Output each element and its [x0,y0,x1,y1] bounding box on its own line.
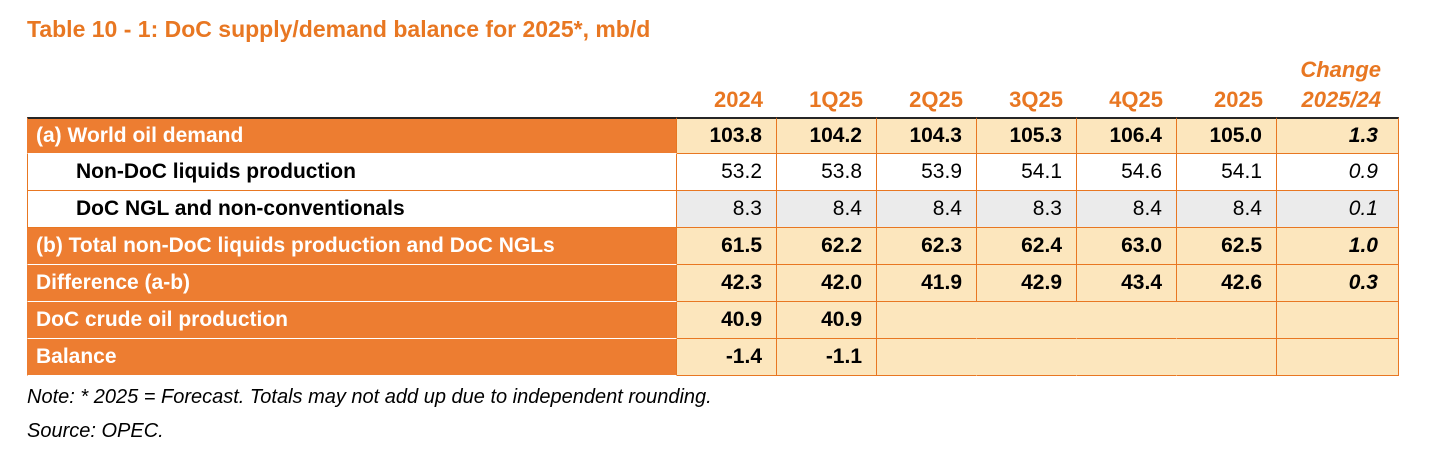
cell-2q25: 41.9 [877,265,977,302]
column-header-2024: 2024 [677,85,777,117]
cell-1q25: 104.2 [777,117,877,154]
cell-2024: 61.5 [677,228,777,265]
header-label-spacer [27,85,677,117]
column-header-3q25: 3Q25 [977,85,1077,117]
cell-change: 0.9 [1277,154,1399,191]
header-spacer [27,55,1277,85]
source-text: Source: OPEC. [27,420,164,442]
cell-4q25: 43.4 [1077,265,1177,302]
cell-3q25: 54.1 [977,154,1077,191]
cell-3q25 [977,302,1077,339]
column-header-2025-24: 2025/24 [1277,85,1399,117]
cell-2q25: 53.9 [877,154,977,191]
cell-3q25: 62.4 [977,228,1077,265]
column-header-row: 2024 1Q25 2Q25 3Q25 4Q25 2025 2025/24 [27,85,1399,117]
table-row-doc-crude-production: DoC crude oil production 40.9 40.9 [27,302,1399,339]
cell-2025: 8.4 [1177,191,1277,228]
cell-2025 [1177,339,1277,376]
row-label: DoC crude oil production [27,302,677,339]
cell-1q25: 40.9 [777,302,877,339]
cell-change [1277,302,1399,339]
cell-2025: 42.6 [1177,265,1277,302]
cell-2024: 53.2 [677,154,777,191]
cell-2025: 105.0 [1177,117,1277,154]
column-header-2025: 2025 [1177,85,1277,117]
cell-change: 0.3 [1277,265,1399,302]
cell-1q25: 62.2 [777,228,877,265]
cell-1q25: 42.0 [777,265,877,302]
cell-change: 1.0 [1277,228,1399,265]
cell-2025 [1177,302,1277,339]
cell-2q25: 62.3 [877,228,977,265]
cell-2024: 8.3 [677,191,777,228]
column-header-change: Change [1277,55,1399,85]
row-label: (b) Total non-DoC liquids production and… [27,228,677,265]
cell-2025: 54.1 [1177,154,1277,191]
table-row-doc-ngl: DoC NGL and non-conventionals 8.3 8.4 8.… [27,191,1399,228]
row-label: Balance [27,339,677,376]
cell-4q25: 8.4 [1077,191,1177,228]
cell-2024: -1.4 [677,339,777,376]
cell-change: 1.3 [1277,117,1399,154]
cell-4q25: 63.0 [1077,228,1177,265]
cell-2q25 [877,339,977,376]
cell-3q25: 8.3 [977,191,1077,228]
supply-demand-table: Change 2024 1Q25 2Q25 3Q25 4Q25 2025 202… [27,55,1399,376]
cell-2q25: 8.4 [877,191,977,228]
cell-3q25: 105.3 [977,117,1077,154]
cell-2024: 42.3 [677,265,777,302]
footnote-text: Note: * 2025 = Forecast. Totals may not … [27,386,712,408]
row-label: Difference (a-b) [27,265,677,302]
cell-1q25: 53.8 [777,154,877,191]
column-header-4q25: 4Q25 [1077,85,1177,117]
cell-4q25 [1077,302,1177,339]
column-header-2q25: 2Q25 [877,85,977,117]
cell-4q25 [1077,339,1177,376]
row-label: Non-DoC liquids production [27,154,677,191]
cell-2025: 62.5 [1177,228,1277,265]
cell-3q25 [977,339,1077,376]
cell-2024: 40.9 [677,302,777,339]
cell-2q25 [877,302,977,339]
change-header-row: Change [27,55,1399,85]
cell-change: 0.1 [1277,191,1399,228]
table-footnotes: Note: * 2025 = Forecast. Totals may not … [27,386,1404,443]
table-row-difference: Difference (a-b) 42.3 42.0 41.9 42.9 43.… [27,265,1399,302]
cell-3q25: 42.9 [977,265,1077,302]
row-label: DoC NGL and non-conventionals [27,191,677,228]
report-page: Table 10 - 1: DoC supply/demand balance … [27,16,1404,443]
cell-1q25: -1.1 [777,339,877,376]
table-row-total-non-doc-and-ngls: (b) Total non-DoC liquids production and… [27,228,1399,265]
table-title: Table 10 - 1: DoC supply/demand balance … [27,16,651,42]
table-row-balance: Balance -1.4 -1.1 [27,339,1399,376]
row-label: (a) World oil demand [27,117,677,154]
cell-4q25: 54.6 [1077,154,1177,191]
cell-1q25: 8.4 [777,191,877,228]
cell-change [1277,339,1399,376]
column-header-1q25: 1Q25 [777,85,877,117]
cell-2q25: 104.3 [877,117,977,154]
cell-2024: 103.8 [677,117,777,154]
table-row-world-oil-demand: (a) World oil demand 103.8 104.2 104.3 1… [27,117,1399,154]
table-row-non-doc-liquids: Non-DoC liquids production 53.2 53.8 53.… [27,154,1399,191]
cell-4q25: 106.4 [1077,117,1177,154]
